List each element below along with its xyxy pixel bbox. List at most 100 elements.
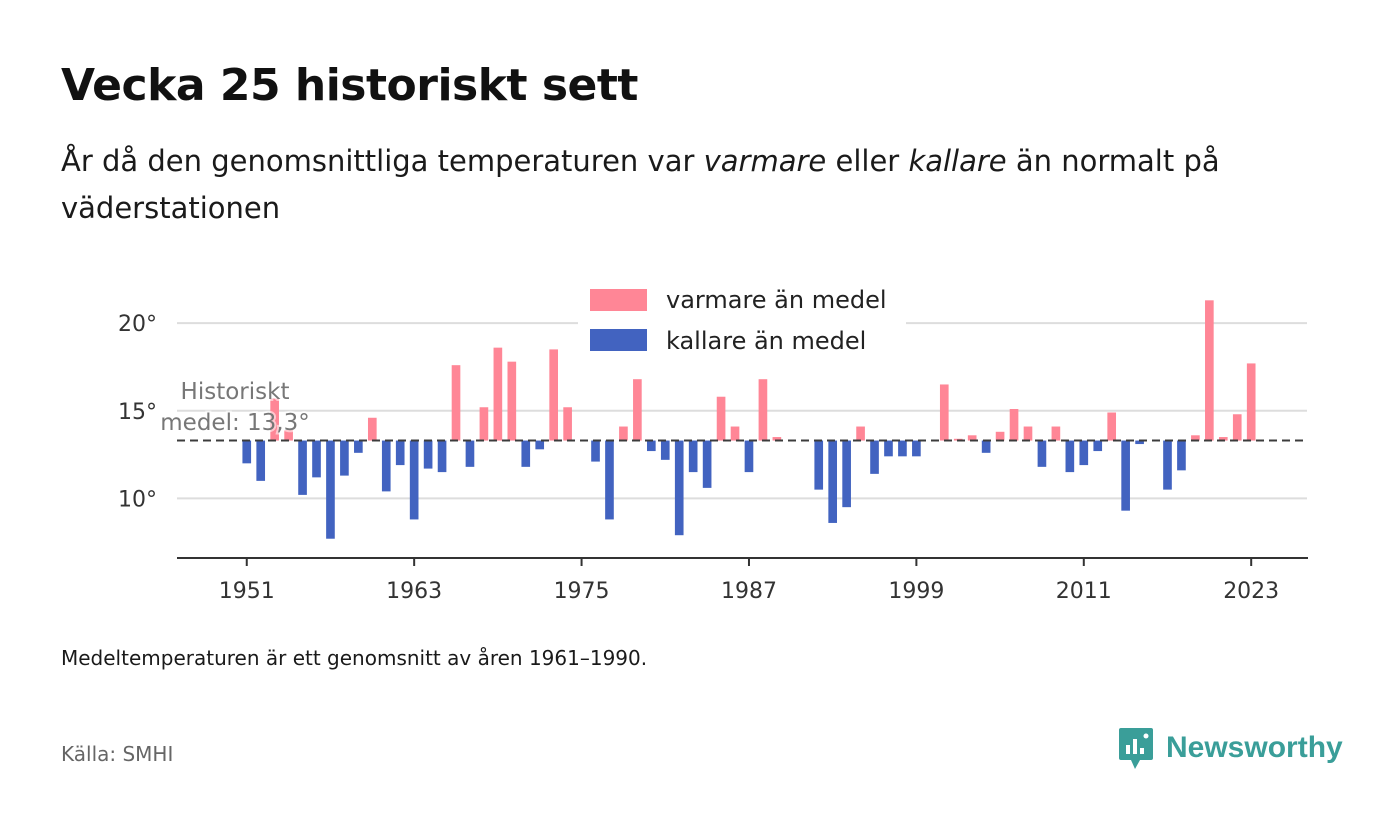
bar-1965 [437,440,447,473]
bar-2006 [1009,409,1019,441]
legend-warm-label: varmare än medel [666,286,887,314]
bar-2017 [1163,440,1172,490]
bar-2022 [1232,414,1242,441]
bar-1954 [284,430,293,441]
x-tick-label: 2023 [1223,579,1279,604]
bar-1983 [688,440,698,473]
bar-2004 [981,440,991,453]
bars [242,300,1256,539]
x-tick-label: 1975 [554,579,610,604]
bar-1980 [646,440,656,452]
y-tick-labels: 10° 15° 20° [118,312,157,512]
legend-cold-label: kallare än medel [666,327,866,355]
bar-1963 [409,440,419,520]
bar-1979 [633,379,642,441]
temperature-bar-chart: 10° 15° 20° 1951 1963 1975 1987 1999 2011 2023 H… [118,280,1308,604]
bar-1998 [898,440,907,457]
bar-2020 [1205,300,1214,441]
bar-1992 [814,440,824,490]
bar-2013 [1107,412,1117,441]
bar-2005 [995,431,1005,441]
page-title: Vecka 25 historiskt sett [61,60,638,111]
source-label: Källa: SMHI [61,742,174,766]
bar-1989 [772,437,782,441]
bar-1999 [912,440,921,457]
bar-1976 [591,440,600,462]
bar-1987 [744,440,754,473]
bar-1959 [354,440,363,453]
bar-1971 [521,440,531,467]
bar-2012 [1093,440,1103,452]
bar-2007 [1023,426,1033,441]
bar-2001 [939,384,949,441]
bar-1977 [605,440,614,520]
bar-1974 [563,407,572,441]
subtitle-warm-word: varmare [703,144,827,178]
bar-2019 [1191,435,1200,441]
x-tick-label: 2011 [1056,579,1112,604]
bar-1958 [340,440,349,476]
x-tick-labels: 1951 1963 1975 1987 1999 2011 2023 [219,579,1279,604]
bar-1986 [730,426,740,441]
bar-2008 [1037,440,1047,467]
bar-1969 [493,347,503,441]
bar-1951 [242,440,252,464]
legend: varmare än medel kallare än medel [578,280,906,358]
bar-1985 [716,396,726,441]
bar-2003 [967,435,977,441]
page-subtitle: År då den genomsnittliga temperaturen va… [61,138,1291,232]
y-tick-label: 10° [118,487,157,512]
bar-2015 [1135,440,1144,445]
bar-1957 [326,440,335,539]
bar-1981 [660,440,670,460]
subtitle-prefix: År då den genomsnittliga temperaturen va… [61,144,704,178]
bar-1955 [298,440,307,495]
bar-1982 [674,440,684,536]
subtitle-cold-word: kallare [908,144,1007,178]
x-ticks [245,558,1253,566]
bar-2011 [1079,440,1089,466]
bar-1984 [702,440,712,488]
bar-1973 [549,349,558,441]
bar-1968 [479,407,489,441]
mean-label-line1: Historiskt [181,379,290,405]
subtitle-suffix: än normalt på väderstationen [61,144,1220,225]
mean-label-line2: medel: 13,3° [160,410,309,436]
bar-1961 [381,440,391,492]
legend-cold-swatch [590,329,647,351]
bar-2014 [1121,440,1130,511]
bar-1997 [884,440,893,457]
bar-2021 [1218,437,1228,441]
bar-1952 [256,440,266,481]
x-tick-label: 1987 [721,579,777,604]
bar-1988 [758,379,768,441]
bar-1962 [395,440,405,466]
bar-1970 [507,361,517,441]
legend-warm-swatch [590,289,647,311]
bar-2010 [1065,440,1075,473]
bar-1953 [270,398,279,441]
bar-1994 [842,440,851,508]
bar-2018 [1177,440,1186,471]
bar-1967 [465,440,475,467]
y-tick-label: 20° [118,312,157,337]
bar-2009 [1051,426,1061,441]
bar-2023 [1246,363,1256,441]
bar-1995 [856,426,865,441]
brand-name: Newsworthy [1166,731,1343,764]
bar-1956 [312,440,321,478]
x-tick-label: 1963 [386,579,442,604]
bar-1978 [619,426,628,441]
bar-1993 [828,440,838,523]
bar-1966 [451,365,461,441]
y-tick-label: 15° [118,400,157,425]
x-tick-label: 1951 [219,579,275,604]
subtitle-mid: eller [826,144,909,178]
x-tick-label: 1999 [888,579,944,604]
footnote: Medeltemperaturen är ett genomsnitt av å… [61,646,648,670]
newsworthy-logo-icon [1119,728,1153,769]
bar-1996 [870,440,879,474]
bar-1964 [423,440,433,469]
bar-1960 [367,417,377,441]
newsworthy-logo[interactable]: Newsworthy [1118,726,1343,770]
